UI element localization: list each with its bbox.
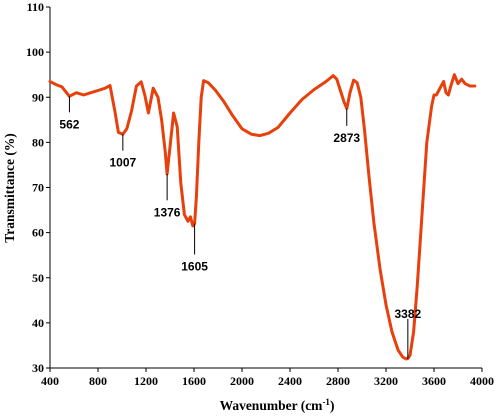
peak-label: 562 <box>59 117 79 131</box>
peak-annotations: 562 1007 1376 1605 2873 3382 <box>59 96 422 359</box>
x-axis-label-superscript: -1 <box>322 397 330 407</box>
y-tick-label: 60 <box>32 226 44 240</box>
x-tick-label: 4000 <box>470 374 494 388</box>
x-tick-label: 400 <box>41 374 59 388</box>
y-tick-label: 110 <box>27 0 44 14</box>
y-tick-label: 90 <box>32 90 44 104</box>
peak-label: 2873 <box>333 131 360 145</box>
y-tick-label: 100 <box>26 45 44 59</box>
spectrum-line <box>48 73 477 361</box>
plot-area <box>48 73 477 361</box>
peak-label: 1007 <box>109 156 136 170</box>
x-tick-label: 2800 <box>326 374 350 388</box>
y-axis-label: Transmittance (%) <box>2 133 17 243</box>
y-tick-label: 30 <box>32 361 44 375</box>
peak-label: 1605 <box>181 259 208 273</box>
axes: 30 40 50 60 70 80 90 100 110 400 800 1200 1600 2000 24… <box>26 0 494 388</box>
y-axis-title: Transmittance (%) <box>2 133 17 243</box>
x-tick-label: 2400 <box>278 374 302 388</box>
y-tick-label: 50 <box>32 271 44 285</box>
y-tick-label: 70 <box>32 181 44 195</box>
y-tick-label: 40 <box>32 316 44 330</box>
peak-label: 1376 <box>154 205 181 219</box>
peak-label: 3382 <box>394 307 421 321</box>
x-tick-label: 3600 <box>422 374 446 388</box>
x-tick-label: 2000 <box>230 374 254 388</box>
x-axis-label-main: Wavenumber (cm <box>220 398 324 413</box>
x-tick-label: 3200 <box>374 374 398 388</box>
x-axis-label: Wavenumber (cm-1) <box>220 397 335 413</box>
x-tick-label: 1600 <box>182 374 206 388</box>
x-axis-label-tail: ) <box>330 398 335 413</box>
x-tick-label: 800 <box>89 374 107 388</box>
x-tick-label: 1200 <box>134 374 158 388</box>
y-tick-label: 80 <box>32 135 44 149</box>
